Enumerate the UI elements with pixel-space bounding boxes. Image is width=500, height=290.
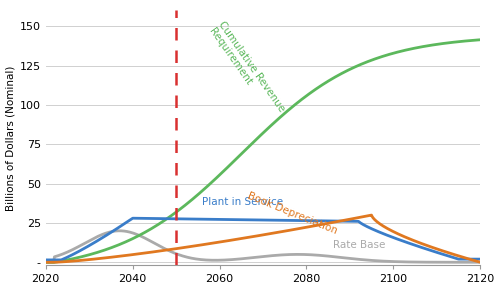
Y-axis label: Billions of Dollars (Nominal): Billions of Dollars (Nominal) [6,65,16,211]
Text: Plant in Service: Plant in Service [202,197,283,207]
Text: Rate Base: Rate Base [332,240,385,250]
Text: Cumulative Revenue
Requirement: Cumulative Revenue Requirement [206,19,287,121]
Text: Book Depreciation: Book Depreciation [246,190,338,235]
